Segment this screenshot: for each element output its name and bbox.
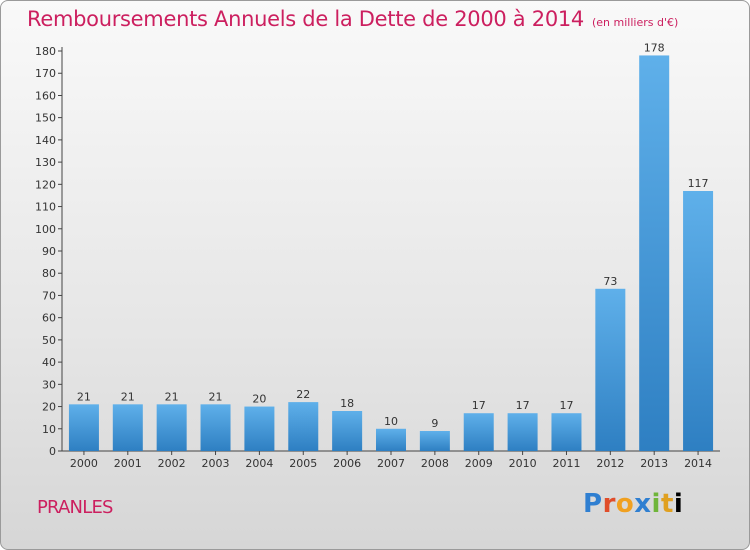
data-label: 117 — [688, 177, 709, 190]
logo-letter: P — [583, 489, 603, 519]
axes: 0 10 20 30 40 50 60 70 80 90 100 110 120 130 140 150 160… — [35, 45, 720, 470]
x-tick-label: 2005 — [289, 457, 317, 470]
x-tick-label: 2011 — [552, 457, 580, 470]
bar — [332, 411, 363, 451]
bar — [507, 413, 538, 451]
data-label: 21 — [209, 390, 223, 403]
x-tick-label: 2008 — [421, 457, 449, 470]
data-label: 178 — [644, 41, 665, 54]
data-label: 21 — [77, 390, 91, 403]
data-label: 21 — [165, 390, 179, 403]
bars — [68, 55, 714, 451]
logo-letter: i — [651, 489, 661, 519]
logo-letter: x — [634, 489, 652, 519]
bar — [419, 431, 450, 451]
bar — [68, 404, 99, 451]
x-tick-label: 2000 — [70, 457, 98, 470]
data-label: 22 — [296, 388, 310, 401]
chart-title: Remboursements Annuels de la Dette de 20… — [27, 7, 678, 31]
y-tick-label: 20 — [42, 401, 56, 414]
bar — [288, 402, 319, 451]
y-tick-label: 10 — [42, 423, 56, 436]
y-tick-label: 80 — [42, 267, 56, 280]
data-labels: 21 21 21 21 20 22 18 10 9 17 17 17 73 178 117 — [77, 41, 709, 430]
data-label: 20 — [252, 393, 266, 406]
y-tick-label: 0 — [49, 445, 56, 458]
y-tick-label: 110 — [35, 201, 56, 214]
x-tick-label: 2001 — [114, 457, 142, 470]
x-tick-label: 2012 — [596, 457, 624, 470]
x-tick-label: 2007 — [377, 457, 405, 470]
y-tick-label: 50 — [42, 334, 56, 347]
data-label: 17 — [516, 399, 530, 412]
data-label: 9 — [431, 417, 438, 430]
proxiti-logo[interactable]: Proxiti — [583, 489, 683, 519]
bar — [595, 288, 626, 451]
data-label: 18 — [340, 397, 354, 410]
bar — [112, 404, 143, 451]
y-tick-label: 130 — [35, 156, 56, 169]
x-tick-label: 2013 — [640, 457, 668, 470]
x-tick-label: 2002 — [158, 457, 186, 470]
y-tick-label: 70 — [42, 289, 56, 302]
logo-letter: r — [602, 489, 616, 519]
bar — [639, 55, 670, 451]
x-tick-label: 2003 — [202, 457, 230, 470]
chart-title-text: Remboursements Annuels de la Dette de 20… — [27, 7, 584, 31]
logo-letter: o — [615, 489, 635, 519]
x-tick-label: 2006 — [333, 457, 361, 470]
y-tick-label: 30 — [42, 378, 56, 391]
data-label: 21 — [121, 390, 135, 403]
chart-unit: (en milliers d'€) — [592, 16, 679, 29]
y-tick-label: 100 — [35, 223, 56, 236]
bar — [376, 428, 406, 451]
x-tick-label: 2004 — [245, 457, 273, 470]
y-tick-label: 90 — [42, 245, 56, 258]
y-tick-label: 40 — [42, 356, 56, 369]
x-tick-label: 2014 — [684, 457, 712, 470]
bar — [463, 413, 494, 451]
bar — [200, 404, 231, 451]
logo-letter: i — [673, 489, 684, 519]
commune-name: PRANLES — [37, 497, 113, 518]
bar — [156, 404, 187, 451]
bar — [244, 406, 275, 451]
x-tick-label: 2009 — [465, 457, 493, 470]
y-tick-label: 140 — [35, 134, 56, 147]
logo-letter: t — [660, 489, 674, 519]
data-label: 10 — [384, 415, 398, 428]
y-tick-label: 120 — [35, 178, 56, 191]
y-tick-label: 180 — [35, 45, 56, 58]
y-tick-label: 150 — [35, 112, 56, 125]
bar — [683, 191, 714, 451]
data-label: 17 — [559, 399, 573, 412]
bar — [551, 413, 582, 451]
y-tick-label: 60 — [42, 312, 56, 325]
x-tick-label: 2010 — [509, 457, 537, 470]
y-tick-label: 160 — [35, 89, 56, 102]
y-tick-label: 170 — [35, 67, 56, 80]
data-label: 17 — [472, 399, 486, 412]
data-label: 73 — [603, 275, 617, 288]
